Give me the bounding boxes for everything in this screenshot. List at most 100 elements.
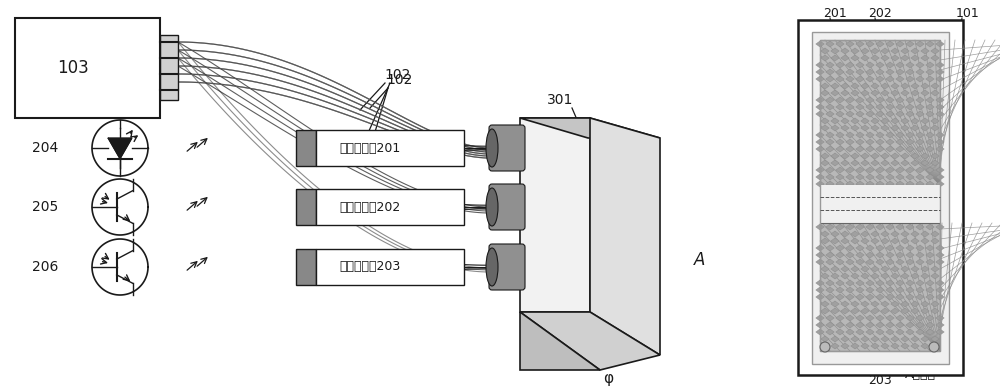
Polygon shape xyxy=(931,55,939,61)
Polygon shape xyxy=(916,294,924,300)
Polygon shape xyxy=(861,301,869,307)
Polygon shape xyxy=(876,280,884,286)
Polygon shape xyxy=(936,252,944,258)
Polygon shape xyxy=(846,111,854,117)
Polygon shape xyxy=(911,153,919,159)
Polygon shape xyxy=(826,97,834,103)
Polygon shape xyxy=(916,41,924,47)
Polygon shape xyxy=(906,259,914,265)
Polygon shape xyxy=(861,343,869,349)
Polygon shape xyxy=(886,181,894,187)
Polygon shape xyxy=(836,322,844,328)
Polygon shape xyxy=(911,83,919,89)
Polygon shape xyxy=(826,280,834,286)
Polygon shape xyxy=(846,167,854,173)
Polygon shape xyxy=(841,125,849,131)
Polygon shape xyxy=(856,146,864,152)
Polygon shape xyxy=(841,48,849,54)
Polygon shape xyxy=(881,266,889,272)
Polygon shape xyxy=(826,252,834,258)
Polygon shape xyxy=(901,90,909,96)
Polygon shape xyxy=(911,238,919,244)
Polygon shape xyxy=(861,231,869,237)
Polygon shape xyxy=(851,55,859,61)
Polygon shape xyxy=(896,280,904,286)
Polygon shape xyxy=(916,322,924,328)
Bar xyxy=(316,249,464,285)
Polygon shape xyxy=(886,224,894,230)
Polygon shape xyxy=(871,273,879,279)
Polygon shape xyxy=(821,55,829,61)
Polygon shape xyxy=(856,329,864,335)
Polygon shape xyxy=(936,62,944,68)
Polygon shape xyxy=(916,280,924,286)
Polygon shape xyxy=(916,76,924,82)
Polygon shape xyxy=(936,146,944,152)
Polygon shape xyxy=(901,125,909,131)
Polygon shape xyxy=(851,343,859,349)
Polygon shape xyxy=(891,273,899,279)
Polygon shape xyxy=(921,153,929,159)
Polygon shape xyxy=(851,118,859,124)
Polygon shape xyxy=(856,280,864,286)
Polygon shape xyxy=(931,343,939,349)
Polygon shape xyxy=(906,174,914,180)
Polygon shape xyxy=(866,41,874,47)
Polygon shape xyxy=(926,245,934,251)
Polygon shape xyxy=(926,280,934,286)
Polygon shape xyxy=(931,118,939,124)
Polygon shape xyxy=(881,160,889,166)
Polygon shape xyxy=(826,41,834,47)
Polygon shape xyxy=(856,245,864,251)
Polygon shape xyxy=(851,90,859,96)
Polygon shape xyxy=(931,273,939,279)
Polygon shape xyxy=(856,104,864,110)
Polygon shape xyxy=(590,118,660,355)
Polygon shape xyxy=(891,231,899,237)
Polygon shape xyxy=(936,224,944,230)
Polygon shape xyxy=(896,62,904,68)
Polygon shape xyxy=(826,224,834,230)
Polygon shape xyxy=(861,266,869,272)
Polygon shape xyxy=(816,329,824,335)
Polygon shape xyxy=(901,266,909,272)
Text: 206: 206 xyxy=(32,260,58,274)
Polygon shape xyxy=(921,266,929,272)
Polygon shape xyxy=(906,315,914,321)
Polygon shape xyxy=(896,167,904,173)
Polygon shape xyxy=(866,322,874,328)
Polygon shape xyxy=(816,62,824,68)
Polygon shape xyxy=(841,83,849,89)
Polygon shape xyxy=(921,90,929,96)
Polygon shape xyxy=(896,132,904,138)
Polygon shape xyxy=(901,160,909,166)
Polygon shape xyxy=(876,97,884,103)
Polygon shape xyxy=(871,343,879,349)
Polygon shape xyxy=(821,231,829,237)
Bar xyxy=(296,189,316,225)
Bar xyxy=(820,40,940,185)
Polygon shape xyxy=(866,132,874,138)
Polygon shape xyxy=(926,167,934,173)
Polygon shape xyxy=(851,238,859,244)
Polygon shape xyxy=(841,266,849,272)
Polygon shape xyxy=(816,111,824,117)
Polygon shape xyxy=(896,294,904,300)
Polygon shape xyxy=(861,125,869,131)
Polygon shape xyxy=(836,97,844,103)
Polygon shape xyxy=(886,41,894,47)
Polygon shape xyxy=(821,48,829,54)
Polygon shape xyxy=(926,294,934,300)
Polygon shape xyxy=(846,294,854,300)
Polygon shape xyxy=(856,111,864,117)
Polygon shape xyxy=(916,97,924,103)
Bar xyxy=(15,18,160,118)
Polygon shape xyxy=(886,97,894,103)
Polygon shape xyxy=(886,245,894,251)
Text: 201: 201 xyxy=(823,7,847,19)
Polygon shape xyxy=(936,97,944,103)
Polygon shape xyxy=(906,224,914,230)
Polygon shape xyxy=(836,167,844,173)
Polygon shape xyxy=(901,301,909,307)
Polygon shape xyxy=(926,252,934,258)
